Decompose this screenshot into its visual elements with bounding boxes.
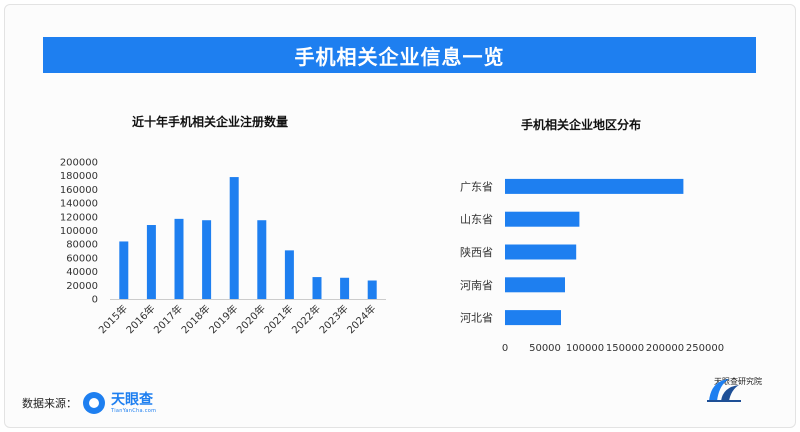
- x-tick-label: 2022年: [289, 302, 323, 336]
- y-tick-label: 河北省: [460, 312, 493, 325]
- data-source: 数据来源： 天眼查 TianYanCha.com: [22, 392, 156, 414]
- bar: [505, 178, 684, 194]
- x-tick-label: 0: [502, 343, 508, 354]
- y-tick-label: 河南省: [460, 279, 493, 292]
- x-tick-label: 2016年: [123, 302, 157, 336]
- bar: [146, 225, 156, 299]
- card-frame: [4, 4, 796, 428]
- x-tick-label: 50000: [529, 343, 561, 354]
- x-tick-label: 2020年: [234, 302, 268, 336]
- y-tick-label: 160000: [60, 185, 98, 196]
- tianyancha-logo-icon: [83, 392, 105, 414]
- logo-subtext: TianYanCha.com: [111, 407, 157, 414]
- y-tick-label: 广东省: [460, 180, 493, 193]
- y-tick-label: 40000: [66, 267, 98, 278]
- x-tick-label: 2021年: [261, 302, 295, 336]
- right-chart-title: 手机相关企业地区分布: [521, 118, 642, 132]
- logo-text: 天眼查: [111, 391, 153, 408]
- y-tick-label: 120000: [60, 212, 98, 223]
- bar: [340, 277, 350, 299]
- x-tick-label: 250000: [686, 343, 724, 354]
- y-tick-label: 20000: [66, 281, 98, 292]
- source-label: 数据来源：: [22, 397, 77, 410]
- x-tick-label: 2018年: [178, 302, 212, 336]
- bar: [505, 310, 561, 326]
- tianyancha-logo: 天眼查 TianYanCha.com: [111, 393, 156, 414]
- institute-logo-icon: [707, 379, 741, 402]
- bar: [367, 280, 377, 299]
- bar: [284, 250, 294, 299]
- y-tick-label: 陕西省: [460, 245, 493, 259]
- y-tick-label: 60000: [66, 253, 98, 264]
- y-tick-label: 山东省: [460, 213, 493, 226]
- x-tick-label: 2024年: [344, 302, 378, 336]
- x-tick-label: 100000: [566, 343, 604, 354]
- bar: [505, 244, 577, 260]
- institute-badge: 天眼查研究院: [705, 375, 771, 402]
- left-chart-title: 近十年手机相关企业注册数量: [132, 115, 289, 129]
- bar: [312, 277, 322, 299]
- page-title: 手机相关企业信息一览: [43, 37, 756, 73]
- y-tick-label: 140000: [60, 199, 98, 210]
- bar: [202, 220, 212, 299]
- y-tick-label: 180000: [60, 171, 98, 182]
- bar: [174, 218, 184, 299]
- bar: [505, 277, 565, 293]
- y-tick-label: 100000: [60, 226, 98, 237]
- bar: [229, 177, 239, 299]
- x-tick-label: 2015年: [96, 302, 130, 336]
- bar: [505, 211, 580, 227]
- x-tick-label: 2017年: [151, 302, 185, 336]
- x-tick-label: 2019年: [206, 302, 240, 336]
- y-tick-label: 80000: [66, 240, 98, 251]
- y-tick-label: 200000: [60, 158, 98, 169]
- x-tick-label: 150000: [606, 343, 644, 354]
- y-tick-label: 0: [92, 295, 98, 306]
- institute-text: 天眼查研究院: [714, 377, 762, 386]
- x-tick-label: 200000: [646, 343, 684, 354]
- bar: [257, 220, 267, 299]
- bar: [119, 241, 129, 299]
- x-tick-label: 2023年: [316, 302, 350, 336]
